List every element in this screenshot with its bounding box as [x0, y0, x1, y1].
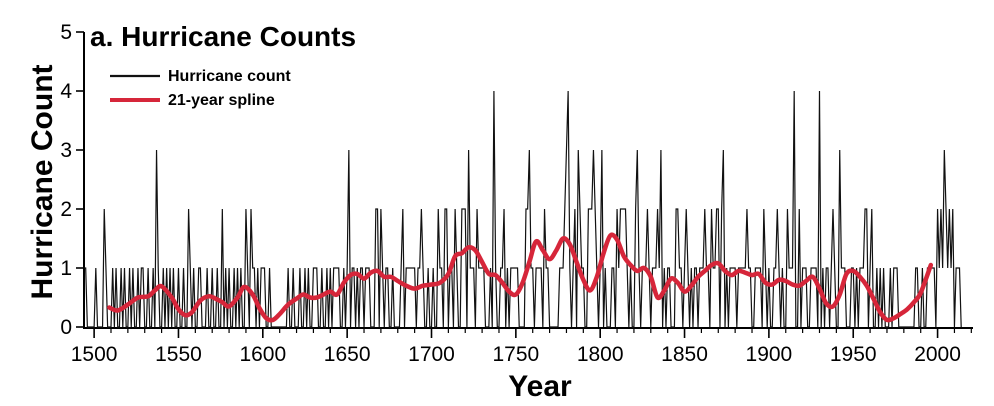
x-tick-label: 1700: [408, 343, 455, 366]
y-tick-label: 3: [60, 139, 72, 162]
legend: Hurricane count 21-year spline: [110, 68, 291, 109]
hurricane-count-series: [84, 90, 962, 328]
x-tick-label: 1750: [492, 343, 539, 366]
x-axis-title: Year: [508, 370, 572, 403]
spline-series: [107, 232, 934, 323]
chart-title: a. Hurricane Counts: [90, 21, 356, 52]
y-tick-label: 1: [60, 257, 72, 280]
x-tick-label: 1800: [577, 343, 624, 366]
spline-line: [107, 232, 934, 323]
x-tick-label: 1650: [324, 343, 371, 366]
x-tick-label: 1550: [155, 343, 202, 366]
x-tick-label: 1950: [830, 343, 877, 366]
y-tick-label: 5: [60, 21, 72, 44]
y-axis: 0 1 2 3 4 5: [60, 21, 84, 339]
x-axis: 1500 1550 1600 1650 1700 1750 1800 1850 1900 1950…: [71, 328, 972, 366]
y-tick-label: 2: [60, 198, 72, 221]
y-axis-title: Hurricane Count: [26, 64, 59, 299]
plot-frame: [83, 32, 973, 329]
x-tick-label: 1600: [239, 343, 286, 366]
legend-label-hurricane-count: Hurricane count: [168, 68, 291, 85]
x-tick-label: 1500: [71, 343, 118, 366]
x-tick-label: 1900: [746, 343, 793, 366]
x-tick-label: 2000: [914, 343, 961, 366]
y-tick-label: 0: [60, 316, 72, 339]
x-tick-label: 1850: [661, 343, 708, 366]
hurricane-count-line: [84, 90, 962, 328]
legend-label-spline: 21-year spline: [168, 92, 275, 109]
y-tick-label: 4: [60, 80, 72, 103]
